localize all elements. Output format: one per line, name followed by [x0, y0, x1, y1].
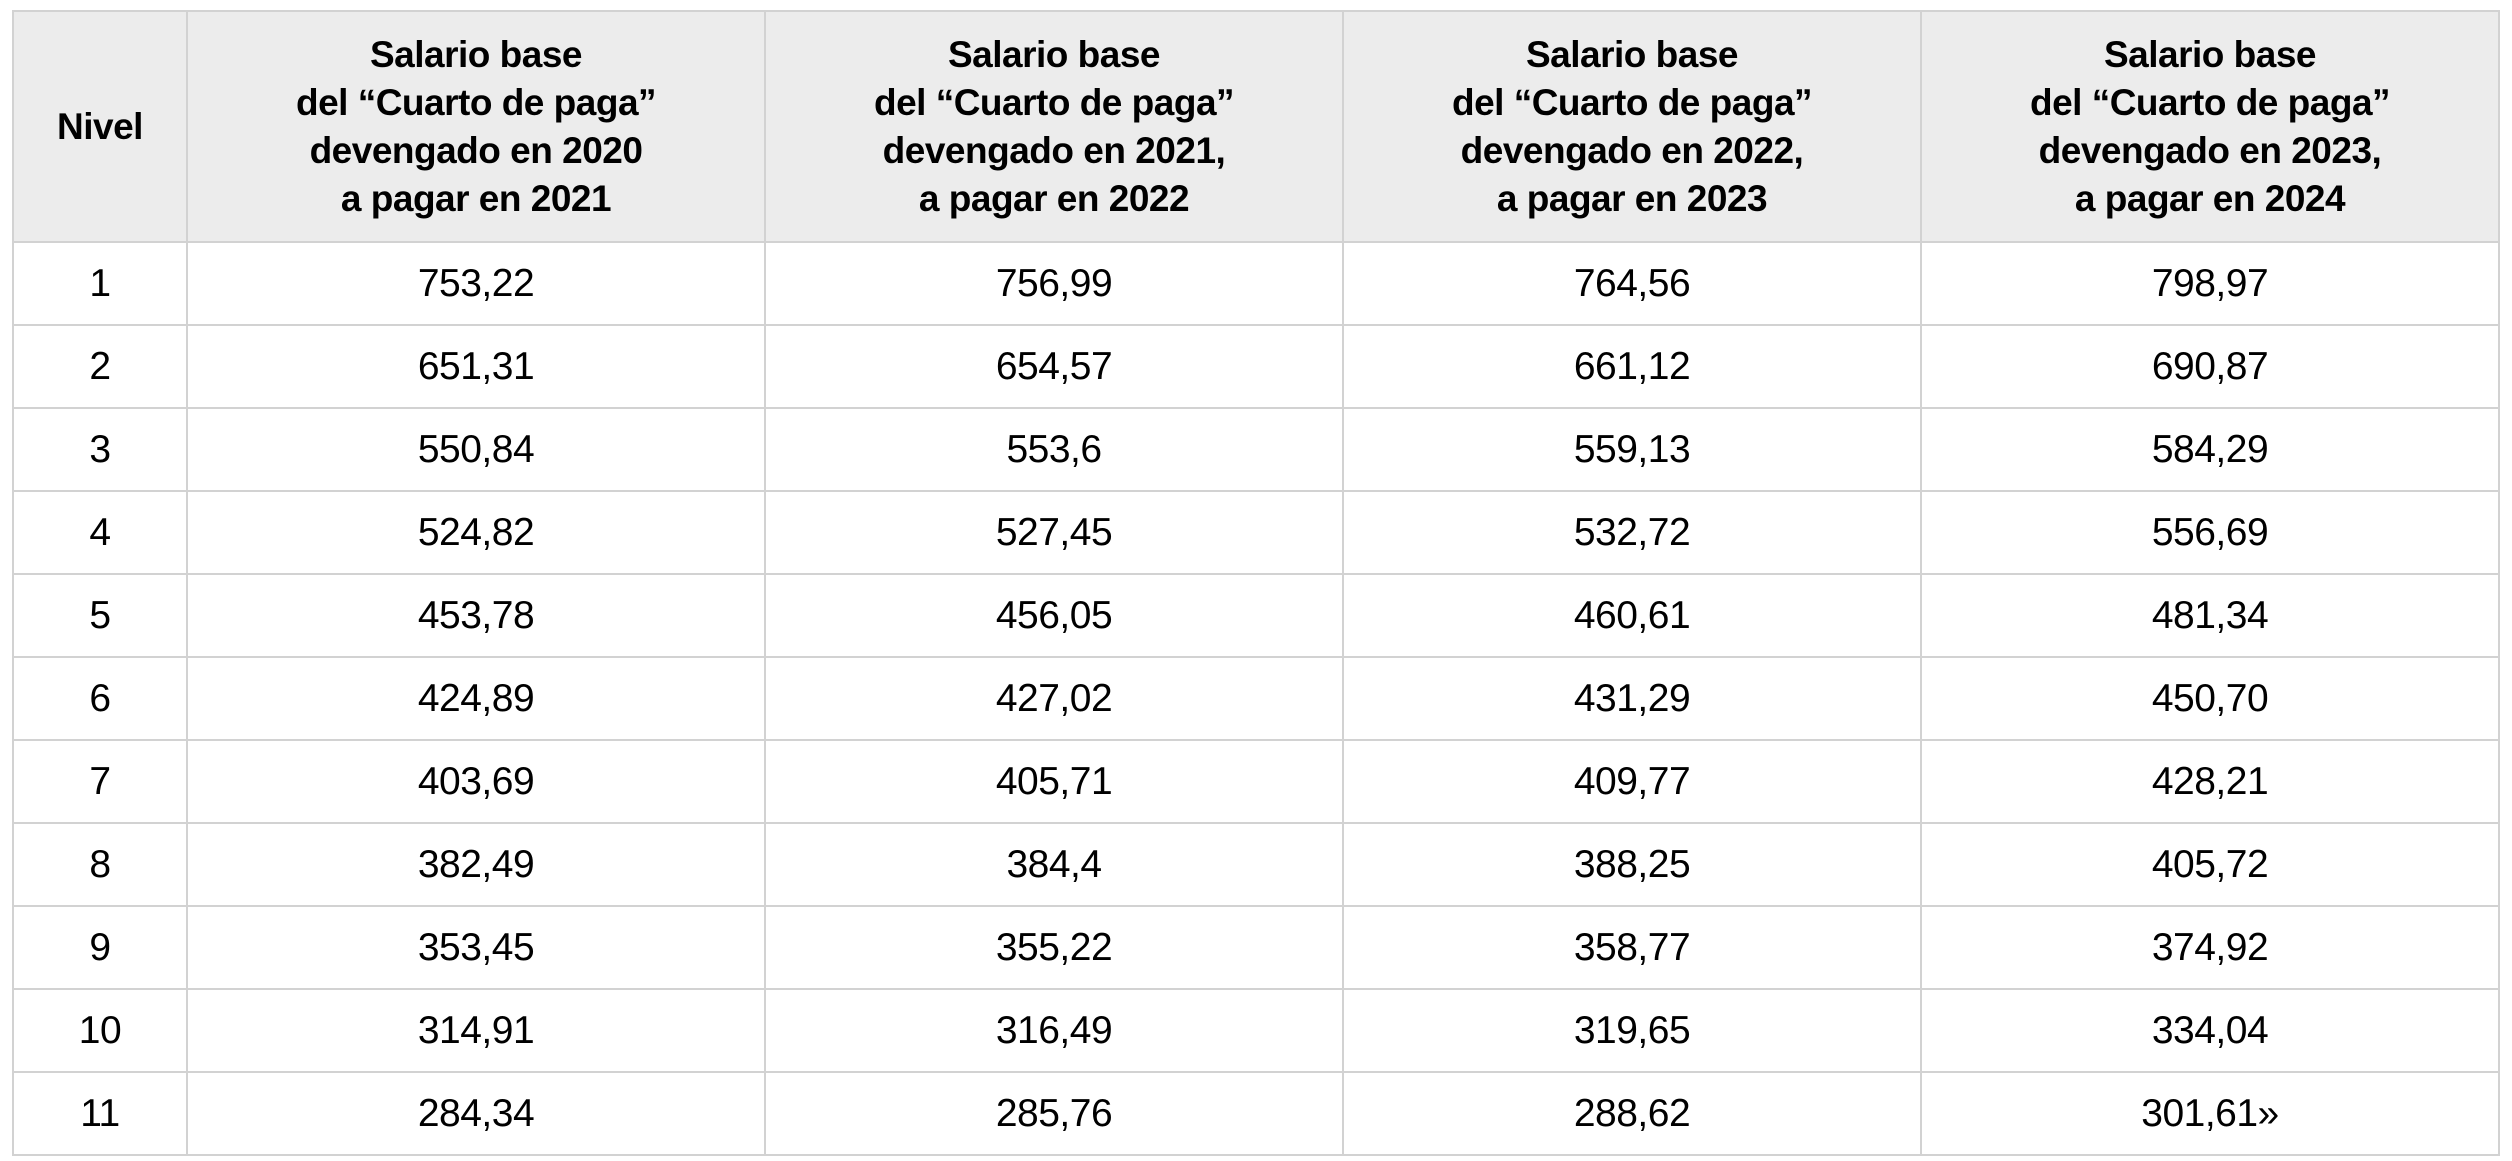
table-body: 1 753,22 756,99 764,56 798,97 2 651,31 6… — [12, 241, 2500, 1156]
table-row: 6 424,89 427,02 431,29 450,70 — [12, 656, 2500, 741]
table-row: 1 753,22 756,99 764,56 798,97 — [12, 241, 2500, 326]
table-row: 4 524,82 527,45 532,72 556,69 — [12, 490, 2500, 575]
salary-cell-pagar-2024: 798,97 — [1920, 241, 2500, 326]
table-row: 10 314,91 316,49 319,65 334,04 — [12, 988, 2500, 1073]
salary-cell-pagar-2023: 532,72 — [1342, 490, 1922, 575]
salary-cell-pagar-2023: 319,65 — [1342, 988, 1922, 1073]
salary-cell-pagar-2021: 353,45 — [186, 905, 766, 990]
salary-cell-pagar-2024: 301,61» — [1920, 1071, 2500, 1156]
salary-cell-pagar-2021: 550,84 — [186, 407, 766, 492]
salary-cell-pagar-2021: 284,34 — [186, 1071, 766, 1156]
salary-cell-pagar-2023: 388,25 — [1342, 822, 1922, 907]
salary-cell-pagar-2021: 382,49 — [186, 822, 766, 907]
nivel-cell: 10 — [12, 988, 188, 1073]
salary-cell-pagar-2021: 524,82 — [186, 490, 766, 575]
salary-cell-pagar-2024: 405,72 — [1920, 822, 2500, 907]
salary-cell-pagar-2024: 584,29 — [1920, 407, 2500, 492]
salary-cell-pagar-2022: 355,22 — [764, 905, 1344, 990]
salary-cell-pagar-2023: 409,77 — [1342, 739, 1922, 824]
salary-cell-pagar-2022: 316,49 — [764, 988, 1344, 1073]
salary-cell-pagar-2022: 553,6 — [764, 407, 1344, 492]
salary-cell-pagar-2024: 334,04 — [1920, 988, 2500, 1073]
salary-cell-pagar-2022: 405,71 — [764, 739, 1344, 824]
nivel-cell: 11 — [12, 1071, 188, 1156]
table-row: 2 651,31 654,57 661,12 690,87 — [12, 324, 2500, 409]
salary-cell-pagar-2022: 285,76 — [764, 1071, 1344, 1156]
salary-cell-pagar-2022: 456,05 — [764, 573, 1344, 658]
nivel-cell: 8 — [12, 822, 188, 907]
table-row: 11 284,34 285,76 288,62 301,61» — [12, 1071, 2500, 1156]
table-row: 3 550,84 553,6 559,13 584,29 — [12, 407, 2500, 492]
salary-cell-pagar-2023: 764,56 — [1342, 241, 1922, 326]
nivel-cell: 9 — [12, 905, 188, 990]
salary-cell-pagar-2021: 403,69 — [186, 739, 766, 824]
nivel-cell: 3 — [12, 407, 188, 492]
salary-cell-pagar-2024: 450,70 — [1920, 656, 2500, 741]
salary-cell-pagar-2022: 527,45 — [764, 490, 1344, 575]
column-header-pagar-2022: Salario base del “Cuarto de paga” deveng… — [764, 10, 1344, 243]
nivel-cell: 4 — [12, 490, 188, 575]
salary-cell-pagar-2023: 288,62 — [1342, 1071, 1922, 1156]
salary-cell-pagar-2022: 654,57 — [764, 324, 1344, 409]
table-row: 7 403,69 405,71 409,77 428,21 — [12, 739, 2500, 824]
nivel-cell: 2 — [12, 324, 188, 409]
salary-cell-pagar-2023: 460,61 — [1342, 573, 1922, 658]
salary-cell-pagar-2023: 661,12 — [1342, 324, 1922, 409]
salary-cell-pagar-2024: 481,34 — [1920, 573, 2500, 658]
salary-cell-pagar-2024: 428,21 — [1920, 739, 2500, 824]
column-header-pagar-2024: Salario base del “Cuarto de paga” deveng… — [1920, 10, 2500, 243]
salary-cell-pagar-2024: 374,92 — [1920, 905, 2500, 990]
table-row: 8 382,49 384,4 388,25 405,72 — [12, 822, 2500, 907]
column-header-nivel: Nivel — [12, 10, 188, 243]
salary-table: Nivel Salario base del “Cuarto de paga” … — [12, 10, 2500, 1156]
salary-cell-pagar-2021: 424,89 — [186, 656, 766, 741]
nivel-cell: 6 — [12, 656, 188, 741]
salary-cell-pagar-2022: 427,02 — [764, 656, 1344, 741]
salary-cell-pagar-2023: 431,29 — [1342, 656, 1922, 741]
nivel-cell: 1 — [12, 241, 188, 326]
salary-cell-pagar-2021: 314,91 — [186, 988, 766, 1073]
column-header-pagar-2023: Salario base del “Cuarto de paga” deveng… — [1342, 10, 1922, 243]
salary-cell-pagar-2024: 556,69 — [1920, 490, 2500, 575]
salary-cell-pagar-2023: 559,13 — [1342, 407, 1922, 492]
salary-cell-pagar-2023: 358,77 — [1342, 905, 1922, 990]
table-row: 9 353,45 355,22 358,77 374,92 — [12, 905, 2500, 990]
salary-cell-pagar-2021: 753,22 — [186, 241, 766, 326]
nivel-cell: 5 — [12, 573, 188, 658]
salary-cell-pagar-2022: 384,4 — [764, 822, 1344, 907]
header-row: Nivel Salario base del “Cuarto de paga” … — [12, 10, 2500, 243]
table-row: 5 453,78 456,05 460,61 481,34 — [12, 573, 2500, 658]
nivel-cell: 7 — [12, 739, 188, 824]
column-header-pagar-2021: Salario base del “Cuarto de paga” deveng… — [186, 10, 766, 243]
salary-cell-pagar-2022: 756,99 — [764, 241, 1344, 326]
salary-cell-pagar-2021: 651,31 — [186, 324, 766, 409]
salary-cell-pagar-2021: 453,78 — [186, 573, 766, 658]
table-header: Nivel Salario base del “Cuarto de paga” … — [12, 10, 2500, 243]
salary-cell-pagar-2024: 690,87 — [1920, 324, 2500, 409]
